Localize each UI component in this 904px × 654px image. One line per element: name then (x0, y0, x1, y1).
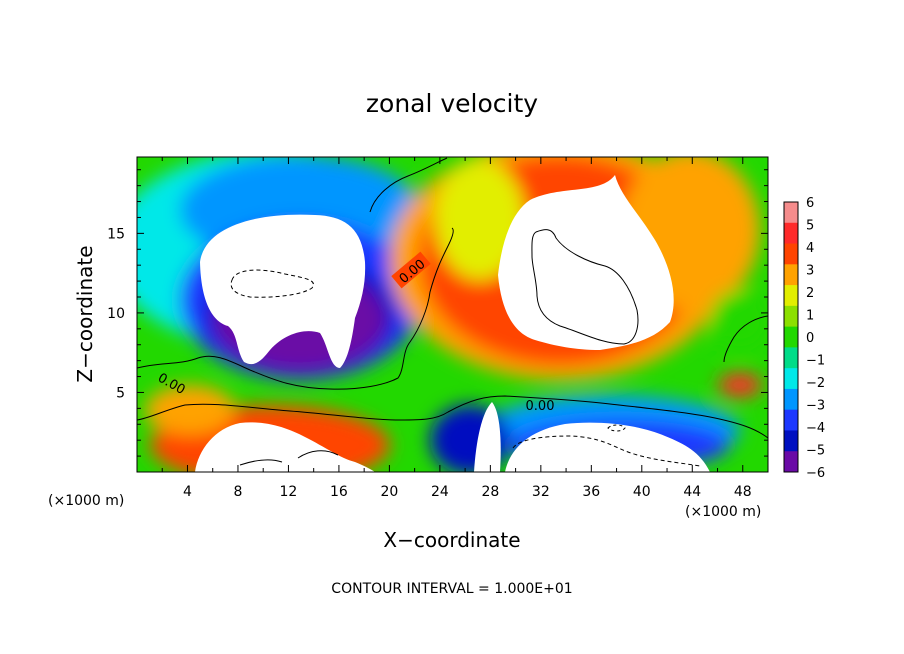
colorbar-label: −6 (806, 466, 825, 481)
colorbar-frame (783, 201, 799, 473)
contour-label-mask (391, 251, 431, 289)
saturated-region-lower-right (505, 422, 710, 472)
colorbar-label: 0 (806, 331, 814, 346)
plot-area: 0.00 0.00 0.00 (137, 157, 768, 472)
colorbar-swatch (784, 347, 798, 369)
saturated-regions (195, 175, 710, 472)
x-tick-label: 32 (532, 484, 550, 500)
colorbar-label: −3 (806, 399, 825, 414)
x-tick-label: 28 (481, 484, 499, 500)
contour-negative-inner-right (512, 435, 701, 467)
x-tick-label: 20 (380, 484, 398, 500)
y-tick-label: 15 (107, 226, 125, 242)
colorbar-label: 1 (806, 309, 814, 324)
plot-frame (136, 156, 769, 473)
field-blob (718, 373, 762, 397)
x-axis-unit-right: (×1000 m) (685, 504, 761, 520)
saturated-region-column (474, 402, 501, 472)
contour-label: 0.00 (526, 399, 555, 414)
x-tick-label: 4 (183, 484, 192, 500)
x-axis-title: X−coordinate (383, 528, 520, 552)
colorbar-label: −4 (806, 421, 825, 436)
x-axis: 4 8 12 16 20 24 28 32 36 40 44 48 (161, 157, 752, 500)
colorbar-swatch (784, 388, 798, 411)
colorbar-label: −2 (806, 376, 825, 391)
colorbar-swatch (784, 451, 798, 473)
contour-zero-upper (369, 157, 448, 213)
colorbar-swatch (784, 202, 798, 224)
contour-zero-lower (137, 395, 768, 439)
contour-interval-note: CONTOUR INTERVAL = 1.000E+01 (331, 581, 572, 597)
y-axis-title: Z−coordinate (73, 245, 97, 382)
x-tick-label: 8 (233, 484, 242, 500)
saturated-region-negative (200, 214, 366, 368)
colorbar-label: 5 (806, 219, 814, 234)
field-blob (710, 290, 768, 350)
colorbar-swatch (784, 243, 798, 265)
contour-lower-loop (297, 450, 339, 459)
saturated-region-lower-left (195, 422, 375, 472)
colorbar-swatch (784, 264, 798, 286)
colorbar-swatch (784, 430, 798, 452)
colorbar-label: −1 (806, 354, 825, 369)
colorbar-swatch (784, 285, 798, 307)
contour-zero-right (723, 315, 768, 363)
x-tick-label: 48 (734, 484, 752, 500)
colorbar-swatch (784, 368, 798, 390)
colorbar-swatch (784, 222, 798, 245)
x-tick-label: 40 (633, 484, 651, 500)
contour-zero-middle (137, 227, 454, 390)
contour-lines (137, 157, 768, 467)
saturated-region-positive (498, 175, 674, 350)
colorbar-label: 4 (806, 241, 814, 256)
x-tick-label: 24 (431, 484, 449, 500)
colorbar-swatch (784, 326, 798, 348)
colorbar-label: 2 (806, 286, 814, 301)
colorbar-swatch (784, 305, 798, 328)
x-axis-unit-left: (×1000 m) (48, 493, 124, 509)
y-axis: 5 10 15 (107, 169, 768, 457)
colorbar-swatch (784, 409, 798, 431)
field-blob (145, 385, 235, 435)
x-tick-label: 44 (683, 484, 701, 500)
x-tick-label: 36 (582, 484, 600, 500)
colorbar-label: −5 (806, 444, 825, 459)
colorbar-label: 6 (806, 196, 814, 211)
x-tick-label: 12 (280, 484, 298, 500)
x-tick-label: 16 (330, 484, 348, 500)
contour-positive-closed (531, 229, 639, 345)
y-tick-label: 5 (116, 385, 125, 401)
colorbar: 6 5 4 3 2 1 0 −1 −2 −3 −4 −5 −6 (783, 196, 825, 481)
colorbar-label: 3 (806, 264, 814, 279)
contour-negative-inner-left (230, 269, 314, 298)
y-tick-label: 10 (107, 306, 125, 322)
chart-title: zonal velocity (366, 89, 538, 118)
contour-lower-left (239, 459, 283, 466)
contour-negative-small (607, 424, 626, 432)
